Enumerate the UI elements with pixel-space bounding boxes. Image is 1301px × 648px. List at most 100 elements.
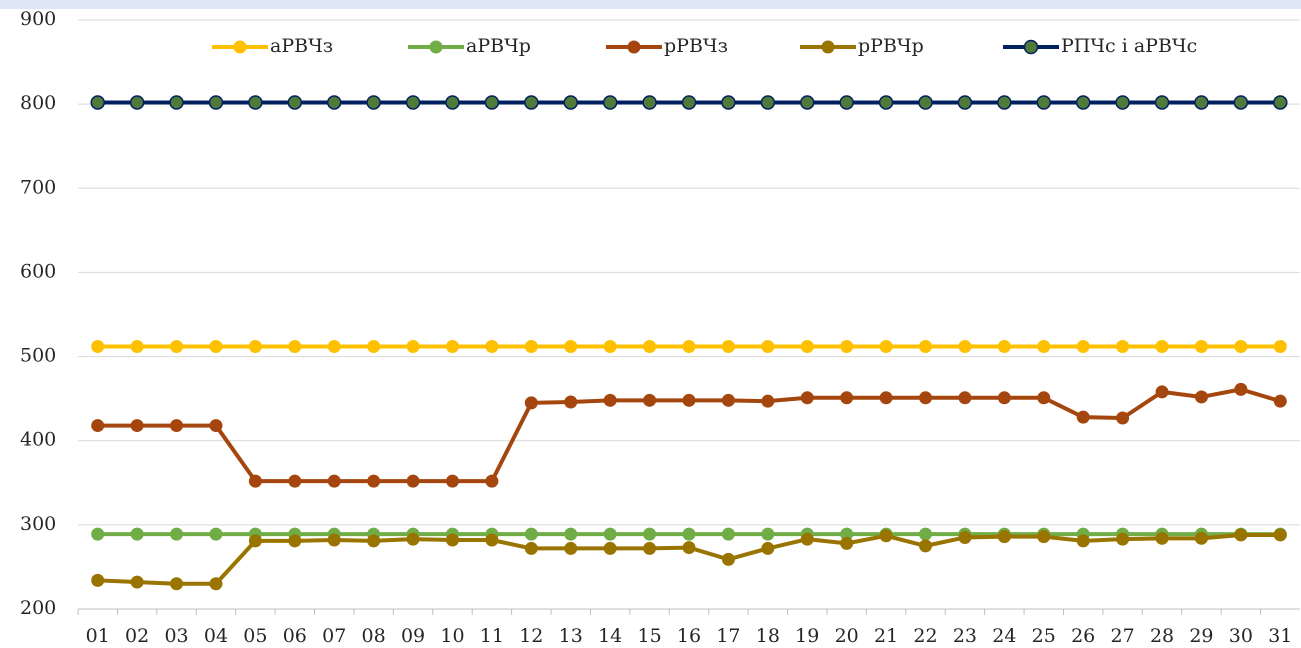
point: [208, 95, 224, 110]
x-tick-label: 16: [677, 625, 701, 647]
point: [1036, 95, 1052, 110]
point: [681, 95, 697, 110]
point: [721, 339, 735, 353]
point: [563, 95, 578, 110]
y-tick-label: 900: [20, 8, 56, 30]
point: [366, 95, 381, 110]
point: [1154, 95, 1170, 110]
point: [1194, 531, 1208, 545]
point: [603, 541, 617, 555]
point: [1037, 530, 1051, 544]
point: [603, 339, 617, 353]
legend-marker: [627, 40, 641, 54]
point: [800, 339, 814, 353]
point: [761, 527, 775, 541]
point: [326, 95, 342, 110]
point: [248, 534, 262, 548]
x-tick-label: 02: [125, 625, 149, 647]
point: [919, 527, 933, 541]
y-tick-label: 600: [20, 260, 56, 282]
point: [485, 533, 499, 547]
point: [405, 95, 421, 110]
x-tick-label: 24: [992, 625, 1016, 647]
legend-marker: [233, 40, 247, 54]
point: [406, 474, 420, 488]
point: [445, 533, 459, 547]
point: [643, 339, 657, 353]
point: [288, 534, 302, 548]
point: [643, 527, 657, 541]
x-tick-label: 19: [795, 625, 819, 647]
point: [721, 552, 735, 566]
point: [91, 339, 105, 353]
point: [602, 95, 618, 110]
y-tick-label: 700: [20, 176, 56, 198]
point: [367, 534, 381, 548]
point: [1037, 391, 1051, 405]
point: [209, 527, 223, 541]
x-tick-label: 14: [598, 625, 622, 647]
x-tick-label: 08: [362, 625, 386, 647]
point: [1194, 339, 1208, 353]
point: [484, 95, 500, 110]
x-tick-label: 23: [953, 625, 977, 647]
point: [1076, 410, 1090, 424]
point: [1116, 339, 1130, 353]
point: [800, 391, 814, 405]
point: [1155, 385, 1169, 399]
legend-label: рРВЧз: [664, 35, 728, 57]
x-tick-label: 31: [1268, 625, 1292, 647]
point: [957, 95, 973, 110]
point: [524, 527, 538, 541]
legend-marker: [1023, 39, 1039, 55]
point: [721, 393, 735, 407]
point: [327, 474, 341, 488]
point: [1273, 394, 1287, 408]
point: [248, 339, 262, 353]
point: [288, 339, 302, 353]
x-tick-label: 18: [756, 625, 780, 647]
x-tick-label: 04: [204, 625, 228, 647]
point: [170, 577, 184, 591]
point: [288, 474, 302, 488]
point: [997, 339, 1011, 353]
point: [130, 527, 144, 541]
point: [958, 391, 972, 405]
point: [997, 530, 1011, 544]
point: [879, 391, 893, 405]
point: [997, 391, 1011, 405]
point: [958, 339, 972, 353]
point: [327, 533, 341, 547]
point: [564, 527, 578, 541]
point: [1273, 339, 1287, 353]
point: [840, 536, 854, 550]
x-tick-label: 15: [637, 625, 661, 647]
point: [169, 95, 184, 110]
legend-label: РПЧс і аРВЧс: [1061, 35, 1197, 57]
point: [1155, 531, 1169, 545]
point: [682, 393, 696, 407]
point: [643, 541, 657, 555]
point: [643, 393, 657, 407]
x-tick-label: 17: [716, 625, 740, 647]
x-tick-label: 20: [835, 625, 859, 647]
x-tick-label: 25: [1032, 625, 1056, 647]
point: [170, 527, 184, 541]
point: [524, 339, 538, 353]
x-tick-label: 29: [1189, 625, 1213, 647]
legend-marker: [821, 40, 835, 54]
point: [1234, 382, 1248, 396]
x-tick-label: 22: [913, 625, 937, 647]
x-tick-label: 09: [401, 625, 425, 647]
point: [485, 474, 499, 488]
point: [1037, 339, 1051, 353]
point: [721, 527, 735, 541]
point: [209, 419, 223, 433]
top-band: [0, 0, 1301, 9]
point: [800, 532, 814, 546]
point: [445, 95, 460, 110]
point: [130, 339, 144, 353]
point: [760, 95, 776, 110]
point: [879, 529, 893, 543]
y-tick-label: 200: [20, 597, 56, 619]
